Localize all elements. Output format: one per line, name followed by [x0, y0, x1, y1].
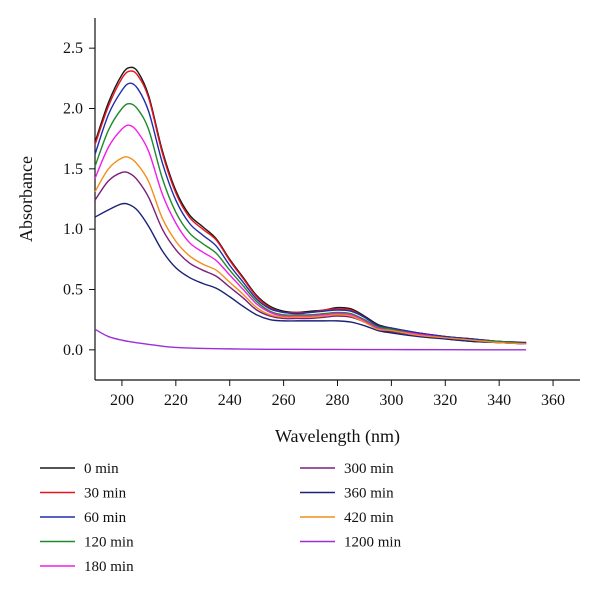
- x-tick-label: 320: [433, 392, 457, 409]
- ticks: 200 220 240 260 280 300 320 340 360 0.0 0.5 1.0 1.5 2…: [63, 40, 565, 409]
- legend-label: 120 min: [84, 535, 134, 551]
- series-line-0-min: [94, 66, 527, 344]
- x-tick-label: 360: [541, 392, 565, 409]
- legend-label: 300 min: [344, 461, 394, 477]
- series-line-120-min: [94, 102, 527, 345]
- x-tick-label: 200: [110, 392, 134, 409]
- series-line-360-min: [94, 202, 527, 345]
- legend-label: 180 min: [84, 559, 134, 575]
- y-tick-label: 1.5: [63, 161, 83, 178]
- y-axis-title: Absorbance: [16, 156, 36, 242]
- legend-label: 0 min: [84, 461, 119, 477]
- y-tick-label: 1.0: [63, 221, 83, 238]
- legend-label: 420 min: [344, 510, 394, 526]
- x-tick-label: 260: [272, 392, 296, 409]
- y-tick-label: 2.0: [63, 101, 83, 118]
- y-tick-label: 0.0: [63, 342, 83, 359]
- x-tick-label: 220: [164, 392, 188, 409]
- axes: [94, 18, 580, 381]
- series-line-300-min: [94, 171, 527, 345]
- legend-label: 1200 min: [344, 535, 402, 551]
- legend-label: 30 min: [84, 486, 127, 502]
- y-tick-label: 2.5: [63, 40, 83, 57]
- legend-label: 60 min: [84, 510, 127, 526]
- x-tick-label: 300: [379, 392, 403, 409]
- x-tick-label: 280: [326, 392, 350, 409]
- series-line-60-min: [94, 82, 527, 344]
- series-line-1200-min: [94, 328, 527, 351]
- legend: 0 min 30 min 60 min 120 min 180 min 300 min 36…: [40, 461, 402, 575]
- x-tick-label: 340: [487, 392, 511, 409]
- series-line-420-min: [94, 156, 527, 345]
- x-tick-label: 240: [218, 392, 242, 409]
- legend-label: 360 min: [344, 486, 394, 502]
- y-tick-label: 0.5: [63, 282, 83, 299]
- series-line-30-min: [94, 70, 527, 344]
- x-axis-title: Wavelength (nm): [275, 426, 400, 447]
- series-lines: [94, 66, 527, 351]
